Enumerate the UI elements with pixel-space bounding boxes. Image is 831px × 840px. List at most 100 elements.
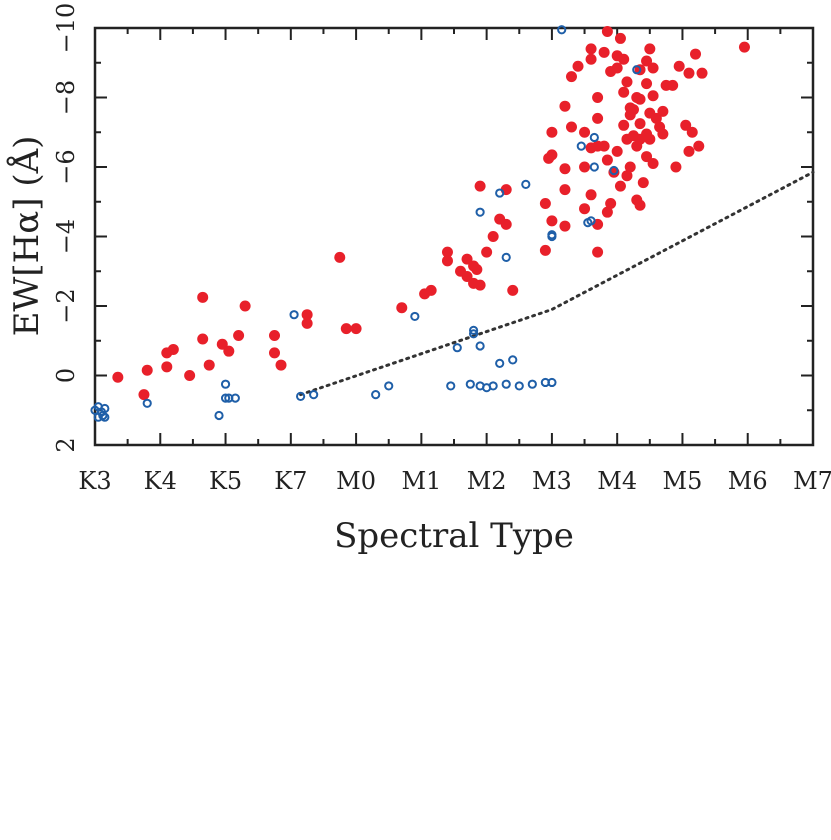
filled-data-point bbox=[461, 253, 473, 265]
filled-data-point bbox=[474, 180, 486, 192]
open-data-point bbox=[475, 207, 485, 217]
filled-data-point bbox=[579, 161, 591, 173]
filled-data-point bbox=[197, 291, 209, 303]
filled-data-point bbox=[481, 246, 493, 258]
filled-data-point bbox=[161, 361, 173, 373]
filled-data-point bbox=[269, 330, 280, 342]
filled-data-point bbox=[634, 118, 646, 130]
filled-data-point bbox=[269, 347, 280, 359]
open-data-point bbox=[501, 252, 511, 262]
y-tick-label: −10 bbox=[52, 3, 80, 54]
filled-data-point bbox=[592, 112, 604, 124]
open-data-point bbox=[495, 358, 505, 368]
filled-data-point bbox=[618, 86, 630, 98]
x-tick-label: M5 bbox=[663, 467, 703, 495]
filled-data-point bbox=[605, 197, 617, 209]
open-data-point bbox=[488, 381, 498, 391]
x-tick-label: K7 bbox=[274, 467, 307, 495]
filled-data-point bbox=[634, 199, 646, 211]
x-axis-label: Spectral Type bbox=[334, 516, 574, 556]
open-data-point bbox=[547, 230, 557, 240]
filled-data-point bbox=[634, 93, 646, 105]
filled-data-point bbox=[474, 279, 486, 291]
filled-data-point bbox=[546, 215, 558, 227]
filled-data-point bbox=[641, 78, 653, 90]
open-data-point bbox=[501, 379, 511, 389]
open-data-point bbox=[527, 379, 537, 389]
x-tick-label: M2 bbox=[467, 467, 507, 495]
open-data-point bbox=[309, 390, 319, 400]
open-data-point bbox=[220, 393, 231, 403]
filled-data-point bbox=[396, 302, 408, 314]
open-data-point bbox=[547, 377, 557, 388]
filled-data-point bbox=[693, 140, 705, 152]
y-tick-label: −4 bbox=[52, 219, 80, 254]
filled-data-point bbox=[611, 145, 623, 157]
filled-data-point bbox=[738, 41, 750, 53]
filled-data-point bbox=[598, 140, 610, 152]
filled-data-point bbox=[546, 149, 558, 161]
filled-data-point bbox=[690, 48, 702, 60]
filled-data-point bbox=[141, 364, 153, 376]
filled-data-point bbox=[223, 345, 235, 357]
open-data-point bbox=[557, 25, 567, 35]
threshold-line bbox=[299, 170, 815, 397]
open-data-point bbox=[289, 310, 299, 320]
filled-data-point bbox=[644, 133, 656, 145]
open-data-point bbox=[371, 390, 381, 400]
filled-data-point bbox=[637, 177, 649, 189]
filled-data-point bbox=[641, 55, 653, 67]
filled-data-point bbox=[138, 389, 150, 401]
filled-data-point bbox=[628, 104, 639, 116]
filled-data-point bbox=[673, 60, 685, 72]
open-data-point bbox=[589, 162, 599, 172]
filled-data-point bbox=[585, 189, 597, 201]
filled-data-point bbox=[621, 170, 633, 182]
filled-data-point bbox=[471, 264, 483, 276]
filled-data-point bbox=[559, 184, 571, 196]
open-data-point bbox=[296, 391, 306, 401]
filled-data-point bbox=[216, 338, 228, 350]
x-tick-label: K4 bbox=[144, 467, 177, 495]
filled-data-point bbox=[585, 53, 597, 65]
filled-data-point bbox=[203, 359, 215, 371]
filled-data-point bbox=[546, 126, 558, 138]
filled-data-point bbox=[644, 43, 656, 55]
filled-data-point bbox=[592, 92, 604, 103]
x-tick-label: M6 bbox=[728, 467, 768, 495]
filled-data-point bbox=[334, 251, 346, 263]
open-data-point bbox=[475, 341, 485, 351]
open-data-point bbox=[514, 381, 524, 391]
filled-data-point bbox=[680, 119, 692, 131]
x-axis-tick-labels: K3 K4 K5 K7 M0 M1 M2 M3 M4 M5 M6 M7 bbox=[78, 467, 831, 495]
x-tick-label: K3 bbox=[78, 467, 111, 495]
filled-data-point bbox=[614, 32, 626, 44]
open-data-point bbox=[521, 179, 531, 189]
filled-data-point bbox=[579, 126, 591, 138]
filled-data-point bbox=[559, 100, 571, 112]
filled-data-point bbox=[340, 323, 352, 335]
y-tick-label: 0 bbox=[52, 368, 80, 383]
data-points bbox=[90, 25, 750, 422]
open-data-point bbox=[142, 398, 152, 408]
filled-data-point bbox=[614, 180, 626, 192]
threshold-line-group bbox=[299, 170, 815, 397]
y-tick-label: −2 bbox=[52, 288, 80, 323]
filled-data-point bbox=[559, 163, 571, 175]
filled-data-point bbox=[601, 154, 613, 166]
open-data-point bbox=[468, 329, 479, 339]
open-data-point bbox=[220, 379, 231, 389]
filled-data-point bbox=[618, 53, 630, 65]
filled-data-point bbox=[657, 105, 669, 117]
filled-data-point bbox=[301, 309, 313, 321]
open-data-point bbox=[384, 381, 394, 391]
filled-data-point bbox=[239, 300, 251, 312]
filled-data-point bbox=[647, 90, 659, 102]
filled-data-point bbox=[601, 25, 613, 37]
y-axis-ticks bbox=[95, 27, 813, 446]
plot-frame bbox=[93, 26, 815, 447]
filled-data-point bbox=[350, 323, 362, 335]
filled-data-point bbox=[657, 128, 669, 140]
filled-data-point bbox=[425, 284, 437, 296]
